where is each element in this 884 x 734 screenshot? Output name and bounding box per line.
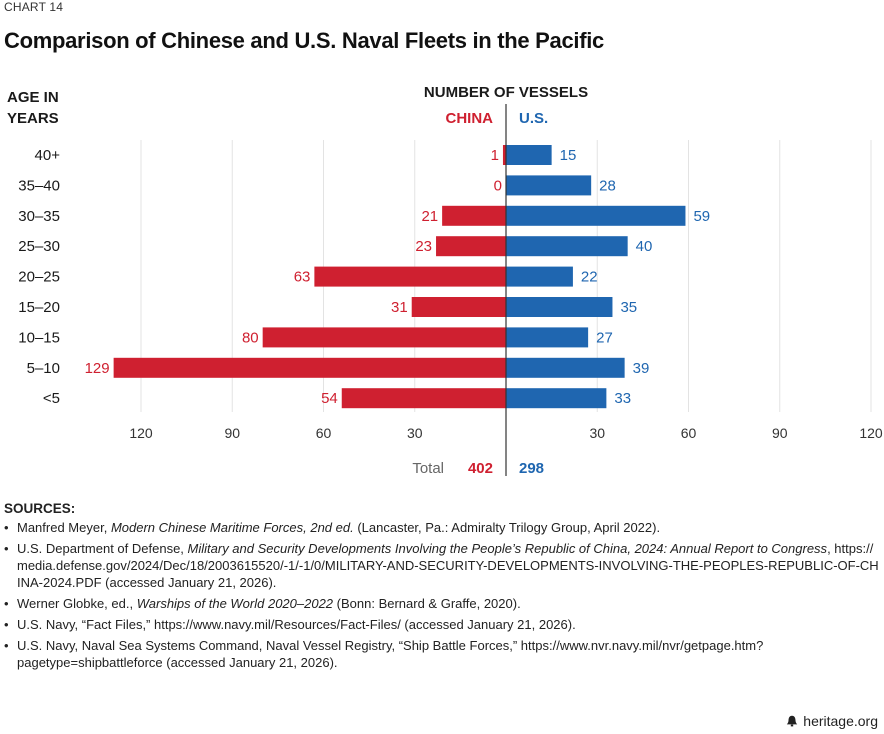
category-label: 15–20 <box>18 299 60 316</box>
category-label: 40+ <box>35 147 61 164</box>
legend-us: U.S. <box>519 110 548 127</box>
legend-china: CHINA <box>446 110 494 127</box>
bar-china <box>262 327 506 348</box>
x-tick-label-left: 120 <box>129 425 153 441</box>
chart-label: CHART 14 <box>4 0 64 14</box>
x-tick-label-right: 90 <box>772 425 788 441</box>
value-label-us: 35 <box>620 299 637 316</box>
sources-list: Manfred Meyer, Modern Chinese Maritime F… <box>4 519 880 671</box>
y-axis-label-line2: YEARS <box>7 110 59 127</box>
category-label: 30–35 <box>18 208 60 225</box>
bar-us <box>506 327 589 348</box>
sources-section: SOURCES: Manfred Meyer, Modern Chinese M… <box>4 500 880 675</box>
footer-brand: heritage.org <box>786 713 878 729</box>
bar-us <box>506 205 686 226</box>
chart-svg: 1 15 0 28 21 59 23 40 63 22 31 35 80 27 129 39 54 33 40+ 3… <box>7 84 883 477</box>
liberty-bell-icon <box>787 715 798 727</box>
source-item: U.S. Department of Defense, Military and… <box>4 540 880 591</box>
bar-us <box>506 236 628 257</box>
chart-title: Comparison of Chinese and U.S. Naval Fle… <box>4 28 604 53</box>
category-label: <5 <box>43 390 60 407</box>
bar-us <box>506 297 613 317</box>
sources-heading: SOURCES: <box>4 501 76 516</box>
x-tick-label-left: 90 <box>224 425 240 441</box>
bar-china <box>436 236 506 257</box>
source-item: Werner Globke, ed., Warships of the Worl… <box>4 595 880 612</box>
source-item: U.S. Navy, “Fact Files,” https://www.nav… <box>4 616 880 633</box>
source-item: U.S. Navy, Naval Sea Systems Command, Na… <box>4 637 880 671</box>
x-tick-label-right: 60 <box>681 425 697 441</box>
x-tick-label-right: 120 <box>859 425 883 441</box>
total-us: 298 <box>519 460 544 477</box>
bar-us <box>506 357 625 378</box>
bar-china <box>442 205 506 226</box>
value-label-china: 21 <box>421 208 438 225</box>
source-item: Manfred Meyer, Modern Chinese Maritime F… <box>4 519 880 536</box>
category-label: 35–40 <box>18 177 60 194</box>
value-label-china: 63 <box>294 269 311 286</box>
category-label: 10–15 <box>18 329 60 346</box>
value-label-us: 28 <box>599 177 616 194</box>
bar-china <box>113 357 506 378</box>
category-label: 5–10 <box>27 360 60 377</box>
value-labels: 1 15 0 28 21 59 23 40 63 22 31 35 80 27 129 39 54 33 <box>85 147 711 407</box>
value-label-us: 40 <box>636 238 653 255</box>
bar-us <box>506 145 552 165</box>
bar-china <box>411 297 506 317</box>
bars <box>113 145 686 409</box>
value-label-us: 22 <box>581 269 598 286</box>
total-label: Total <box>412 460 444 477</box>
bar-us <box>506 388 607 409</box>
y-axis-label-line1: AGE IN <box>7 89 59 106</box>
value-label-china: 1 <box>491 147 499 164</box>
category-label: 20–25 <box>18 269 60 286</box>
x-tick-labels: 120 90 60 30 30 60 90 120 <box>129 425 883 441</box>
brand-text: heritage.org <box>803 713 878 729</box>
value-label-china: 0 <box>494 177 502 194</box>
value-label-china: 54 <box>321 390 338 407</box>
value-label-china: 23 <box>415 238 432 255</box>
value-label-us: 39 <box>633 360 650 377</box>
value-label-us: 33 <box>614 390 631 407</box>
category-labels: 40+ 35–40 30–35 25–30 20–25 15–20 10–15 5–10 <5 <box>18 147 60 407</box>
value-label-china: 129 <box>85 360 110 377</box>
x-axis-label: NUMBER OF VESSELS <box>424 84 588 101</box>
bar-china <box>341 388 506 409</box>
value-label-us: 59 <box>693 208 710 225</box>
bar-us <box>506 175 592 196</box>
x-tick-label-left: 60 <box>316 425 332 441</box>
bar-china <box>314 266 506 287</box>
value-label-us: 15 <box>560 147 577 164</box>
x-tick-label-left: 30 <box>407 425 423 441</box>
value-label-china: 80 <box>242 329 259 346</box>
x-tick-label-right: 30 <box>589 425 605 441</box>
total-china: 402 <box>468 460 493 477</box>
bar-us <box>506 266 573 287</box>
bar-china <box>502 145 506 165</box>
value-label-china: 31 <box>391 299 408 316</box>
value-label-us: 27 <box>596 329 613 346</box>
category-label: 25–30 <box>18 238 60 255</box>
